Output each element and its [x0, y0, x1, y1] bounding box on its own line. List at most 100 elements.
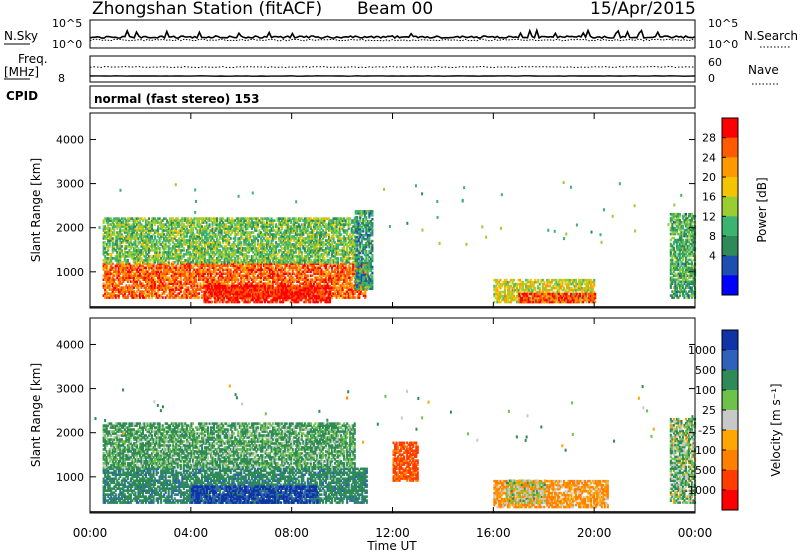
heatmap-cell: [193, 294, 196, 297]
heatmap-cell: [110, 233, 113, 236]
heatmap-cell: [226, 292, 229, 296]
heatmap-cell: [151, 296, 154, 299]
heatmap-cell: [134, 296, 137, 299]
heatmap-cell: [207, 284, 211, 288]
heatmap-cell: [147, 278, 151, 282]
heatmap-cell: [250, 262, 253, 266]
heatmap-cell: [119, 247, 122, 250]
heatmap-cell: [233, 294, 236, 298]
heatmap-cell: [137, 274, 140, 278]
heatmap-cell: [332, 288, 335, 291]
heatmap-cell: [138, 276, 142, 280]
noise-tick-high-left: 10^5: [52, 17, 82, 30]
heatmap-cell: [294, 278, 297, 282]
heatmap-cell: [147, 264, 151, 268]
heatmap-cell: [111, 231, 114, 234]
heatmap-cell: [128, 223, 131, 226]
heatmap-cell: [295, 298, 298, 302]
heatmap-cell: [108, 292, 111, 295]
heatmap-cell: [288, 266, 291, 270]
heatmap-cell: [181, 274, 184, 278]
heatmap-cell: [134, 292, 137, 295]
heatmap-cell: [102, 282, 105, 285]
heatmap-cell: [298, 286, 301, 290]
heatmap-cell: [105, 296, 108, 299]
heatmap-cell: [227, 298, 230, 302]
heatmap-cell: [123, 292, 126, 295]
power-heatmap: [90, 181, 697, 308]
heatmap-cell: [238, 292, 241, 296]
heatmap-cell: [160, 286, 163, 289]
heatmap-cell: [236, 290, 239, 294]
heatmap-cell: [350, 272, 353, 276]
heatmap-cell: [132, 237, 135, 240]
heatmap-cell: [253, 276, 256, 280]
heatmap-cell: [200, 294, 204, 297]
heatmap-cell: [280, 294, 283, 298]
heatmap-cell: [147, 280, 151, 284]
heatmap-cell: [224, 286, 227, 290]
heatmap-cell: [317, 270, 320, 274]
heatmap-cell: [184, 292, 187, 295]
heatmap-cell: [352, 290, 355, 293]
heatmap-cell: [108, 284, 111, 287]
heatmap-cell: [332, 294, 335, 297]
heatmap-cell: [238, 282, 241, 285]
heatmap-cell: [188, 280, 191, 284]
heatmap-cell: [245, 284, 248, 288]
heatmap-cell: [223, 268, 226, 272]
heatmap-cell: [219, 241, 222, 244]
heatmap-cell: [132, 294, 135, 297]
heatmap-cell: [102, 284, 105, 287]
heatmap-cell: [302, 264, 305, 268]
heatmap-cell: [277, 290, 280, 294]
heatmap-cell: [185, 272, 188, 276]
heatmap-cell: [303, 266, 306, 270]
heatmap-cell: [107, 262, 110, 266]
heatmap-cell: [122, 229, 125, 232]
heatmap-cell: [229, 296, 232, 300]
heatmap-cell: [267, 266, 270, 270]
heatmap-cell: [135, 276, 138, 280]
heatmap-cell: [310, 294, 313, 298]
heatmap-cell: [330, 286, 334, 289]
heatmap-cell: [194, 270, 197, 274]
heatmap-cell: [119, 259, 122, 262]
heatmap-cell: [104, 229, 107, 232]
heatmap-cell: [242, 290, 245, 294]
heatmap-cell: [266, 288, 270, 292]
heatmap-cell: [252, 272, 255, 276]
heatmap-cell: [278, 274, 281, 278]
heatmap-cell: [131, 243, 134, 246]
heatmap-cell: [289, 300, 292, 304]
heatmap-cell: [262, 298, 265, 302]
heatmap-cell: [278, 278, 281, 282]
heatmap-cell: [128, 274, 131, 278]
heatmap-cell: [175, 272, 178, 276]
heatmap-cell: [305, 270, 308, 274]
heatmap-cell: [119, 268, 122, 272]
heatmap-cell: [170, 286, 173, 289]
heatmap-cell: [240, 278, 243, 282]
heatmap-cell: [184, 264, 187, 268]
heatmap-cell: [113, 274, 116, 278]
heatmap-cell: [134, 272, 137, 276]
heatmap-cell: [268, 262, 272, 266]
heatmap-cell: [105, 259, 108, 262]
heatmap-cell: [132, 231, 135, 234]
heatmap-cell: [253, 272, 256, 276]
heatmap-cell: [258, 272, 261, 276]
heatmap-cell: [279, 268, 282, 272]
heatmap-cell: [246, 274, 249, 278]
heatmap-cell: [146, 272, 149, 276]
heatmap-cell: [135, 270, 138, 274]
heatmap-cell: [326, 282, 329, 285]
heatmap-cell: [288, 268, 291, 272]
heatmap-cell: [338, 264, 341, 268]
heatmap-cell: [116, 239, 119, 242]
heatmap-cell: [347, 292, 350, 295]
heatmap-cell: [184, 276, 187, 280]
heatmap-cell: [178, 284, 181, 287]
heatmap-cell: [128, 288, 131, 291]
heatmap-cell: [253, 300, 256, 304]
